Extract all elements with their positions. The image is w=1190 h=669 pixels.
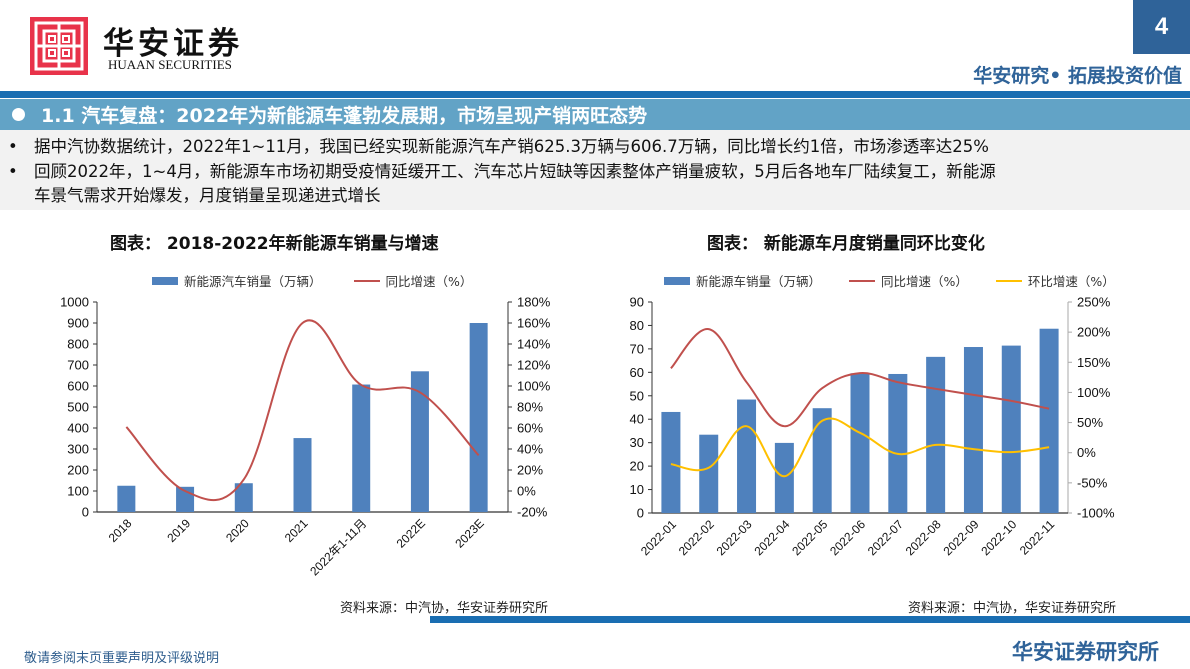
svg-text:250%: 250% [1077, 295, 1111, 310]
svg-text:0%: 0% [517, 484, 536, 499]
svg-text:30: 30 [630, 435, 644, 450]
header-slogan: 华安研究• 拓展投资价值 [973, 65, 1182, 87]
left-chart-legend: 新能源汽车销量（万辆） 同比增速（%） [152, 271, 472, 290]
section-title-bar: 1.1 汽车复盘：2022年为新能源车蓬勃发展期，市场呈现产销两旺态势 [0, 99, 1190, 130]
svg-text:500: 500 [67, 400, 89, 415]
svg-text:20: 20 [630, 459, 644, 474]
legend-line-swatch [353, 279, 380, 282]
svg-text:900: 900 [67, 316, 89, 331]
svg-text:2022E: 2022E [394, 516, 428, 550]
svg-text:-50%: -50% [1077, 475, 1108, 490]
svg-text:0: 0 [82, 505, 89, 520]
svg-text:2022-08: 2022-08 [903, 517, 944, 558]
svg-text:100%: 100% [1077, 385, 1111, 400]
svg-text:40%: 40% [517, 442, 543, 457]
right-chart-plot: 0 10 20 30 40 50 60 70 80 90 -100% -50% 0% 50% 100% 150… [630, 295, 1115, 559]
bullet-item: • 据中汽协数据统计，2022年1~11月，我国已经实现新能源汽车产销625.3万… [8, 135, 989, 159]
legend-label: 新能源汽车销量（万辆） [184, 274, 322, 289]
svg-text:40: 40 [630, 412, 644, 427]
right-chart-title: 图表： 新能源车月度销量同环比变化 [707, 234, 985, 254]
section-title: 1.1 汽车复盘：2022年为新能源车蓬勃发展期，市场呈现产销两旺态势 [41, 105, 648, 127]
left-chart-title: 图表： 2018-2022年新能源车销量与增速 [110, 234, 439, 254]
svg-text:2018: 2018 [106, 516, 135, 545]
svg-text:200: 200 [67, 463, 89, 478]
svg-text:2022-05: 2022-05 [789, 517, 830, 558]
svg-text:2022-07: 2022-07 [865, 517, 906, 558]
svg-text:2022-10: 2022-10 [978, 517, 1019, 558]
svg-text:1000: 1000 [60, 295, 89, 310]
svg-text:300: 300 [67, 442, 89, 457]
svg-text:2019: 2019 [164, 516, 193, 545]
svg-text:80: 80 [630, 318, 644, 333]
right-chart-source: 资料来源：中汽协，华安证券研究所 [908, 601, 1117, 616]
bullet-text: 车景气需求开始爆发，月度销量呈现递进式增长 [34, 186, 381, 205]
svg-text:2022-09: 2022-09 [941, 517, 982, 558]
footer-divider [430, 616, 1190, 623]
legend-bar-swatch [152, 276, 178, 285]
svg-text:100: 100 [67, 484, 89, 499]
header-divider [0, 91, 1190, 98]
bullet-item-continuation: 车景气需求开始爆发，月度销量呈现递进式增长 [8, 184, 381, 208]
right-chart-legend: 新能源车销量（万辆） 同比增速（%） 环比增速（%） [664, 271, 1115, 290]
svg-text:50: 50 [630, 388, 644, 403]
svg-text:700: 700 [67, 358, 89, 373]
svg-text:-20%: -20% [517, 505, 548, 520]
legend-label: 环比增速（%） [1027, 274, 1115, 289]
svg-text:2022年1-11月: 2022年1-11月 [307, 516, 369, 578]
svg-text:800: 800 [67, 337, 89, 352]
svg-text:80%: 80% [517, 400, 543, 415]
svg-text:120%: 120% [517, 358, 551, 373]
svg-text:2023E: 2023E [452, 516, 486, 550]
svg-text:2021: 2021 [282, 516, 311, 545]
svg-text:600: 600 [67, 379, 89, 394]
svg-text:-100%: -100% [1077, 506, 1115, 521]
footer-disclaimer: 敬请参阅末页重要声明及评级说明 [24, 651, 220, 666]
svg-text:200%: 200% [1077, 325, 1111, 340]
page-number: 4 [1133, 0, 1190, 54]
svg-text:10: 10 [630, 482, 644, 497]
logo-knot-icon [34, 21, 84, 71]
svg-text:2022-01: 2022-01 [638, 517, 679, 558]
svg-text:2022-06: 2022-06 [827, 517, 868, 558]
svg-text:0%: 0% [1077, 445, 1096, 460]
svg-text:150%: 150% [1077, 355, 1111, 370]
svg-text:140%: 140% [517, 337, 551, 352]
bullet-text: 回顾2022年，1~4月，新能源车市场初期受疫情延缓开工、汽车芯片短缺等因素整体… [34, 162, 996, 181]
legend-label: 同比增速（%） [881, 274, 968, 289]
legend-label: 新能源车销量（万辆） [696, 274, 822, 289]
svg-text:180%: 180% [517, 295, 551, 310]
svg-text:50%: 50% [1077, 415, 1103, 430]
svg-text:400: 400 [67, 421, 89, 436]
svg-text:60%: 60% [517, 421, 543, 436]
logo-english-name: HUAAN SECURITIES [108, 57, 232, 72]
summary-bullets: • 据中汽协数据统计，2022年1~11月，我国已经实现新能源汽车产销625.3万… [0, 130, 1190, 210]
bullet-dot-icon [12, 108, 25, 121]
logo-mark [30, 17, 88, 75]
svg-text:60: 60 [630, 365, 644, 380]
legend-label: 同比增速（%） [385, 274, 473, 289]
svg-text:90: 90 [630, 295, 644, 310]
legend-line-swatch [995, 279, 1022, 282]
logo-chinese-name: 华安证券 [103, 26, 243, 62]
svg-text:70: 70 [630, 341, 644, 356]
svg-text:100%: 100% [517, 379, 551, 394]
legend-line-swatch [849, 279, 876, 282]
left-chart-plot: 0 100 200 300 400 500 600 700 800 900 1000 -20% 0% 20… [60, 295, 551, 579]
bullet-icon: • [8, 162, 18, 181]
svg-text:2022-03: 2022-03 [714, 517, 755, 558]
bullet-icon: • [8, 137, 18, 156]
footer-brand: 华安证券研究所 [1012, 640, 1159, 664]
left-chart-source: 资料来源：中汽协，华安证券研究所 [340, 601, 549, 616]
legend-bar-swatch [664, 276, 690, 285]
bullet-item: • 回顾2022年，1~4月，新能源车市场初期受疫情延缓开工、汽车芯片短缺等因素整… [8, 160, 996, 184]
svg-text:160%: 160% [517, 316, 551, 331]
svg-text:2020: 2020 [223, 516, 252, 545]
svg-text:2022-11: 2022-11 [1017, 517, 1058, 558]
bullet-text: 据中汽协数据统计，2022年1~11月，我国已经实现新能源汽车产销625.3万辆… [34, 137, 989, 156]
svg-text:0: 0 [637, 506, 644, 521]
svg-text:2022-02: 2022-02 [676, 517, 717, 558]
svg-text:2022-04: 2022-04 [751, 517, 792, 558]
svg-text:20%: 20% [517, 463, 543, 478]
